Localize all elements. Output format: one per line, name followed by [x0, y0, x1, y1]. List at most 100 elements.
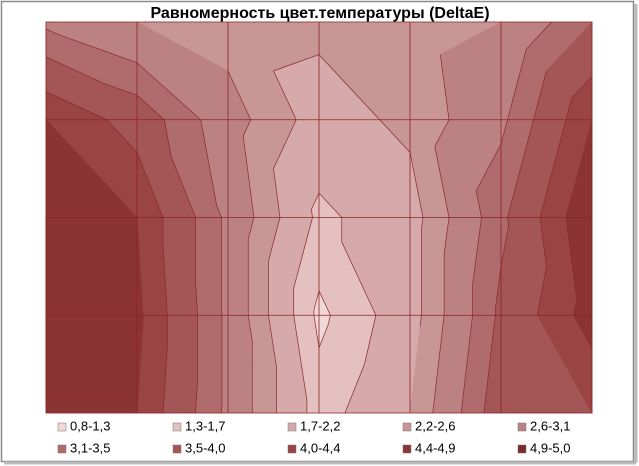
grid [45, 21, 593, 414]
contour-line [472, 217, 482, 285]
legend-label: 2,6-3,1 [530, 418, 570, 433]
contour-line [434, 146, 450, 218]
contour-line [57, 33, 138, 64]
contour-line [136, 152, 164, 218]
contour-line [565, 97, 573, 120]
contour-line [526, 21, 552, 50]
contour-line [500, 125, 507, 145]
contour-line [573, 298, 578, 316]
contour-line [268, 315, 277, 368]
contour-line [216, 205, 222, 218]
contour-line [507, 217, 509, 226]
legend-label: 3,1-3,5 [70, 440, 110, 455]
contour-line [106, 119, 138, 153]
contour-line [565, 195, 573, 218]
legend-swatch [517, 444, 527, 454]
contour-line [500, 225, 509, 267]
contour-line [136, 62, 201, 121]
contour-line [537, 266, 547, 316]
contour-line [485, 315, 496, 397]
contour-line [539, 173, 552, 218]
contour-line [419, 315, 422, 327]
contour-line [45, 28, 58, 35]
legend-swatch [287, 422, 297, 432]
contour-band [221, 314, 229, 414]
legend-label: 0,8-1,3 [70, 418, 110, 433]
contour-line [439, 315, 445, 348]
legend-swatch [402, 444, 412, 454]
contour-line [460, 374, 466, 414]
contour-line [432, 347, 441, 414]
contour-line [565, 217, 578, 300]
legend-label: 3,5-4,0 [185, 440, 225, 455]
legend-label: 1,7-2,2 [300, 418, 340, 433]
contour-line [318, 324, 329, 348]
contour-line [293, 315, 308, 401]
legend-swatch [57, 444, 67, 454]
contour-line [318, 54, 380, 120]
contour-line [136, 95, 165, 121]
legend-label: 1,3-1,7 [185, 418, 225, 433]
legend-swatch [402, 422, 412, 432]
contour-line [247, 217, 255, 240]
contour-line [409, 152, 424, 218]
contour-line [195, 280, 199, 316]
contour-line [364, 315, 377, 365]
contour-line [45, 91, 107, 121]
contour-line [318, 192, 343, 218]
contour-line [311, 192, 320, 210]
contour-band [409, 216, 422, 316]
contour-line [494, 266, 502, 310]
contour-line [311, 209, 313, 218]
contour-line [421, 217, 424, 230]
contour-line [313, 315, 320, 348]
contour-line [443, 217, 450, 255]
contour-line [242, 135, 255, 218]
legend-swatch [172, 444, 182, 454]
contour-line [313, 290, 320, 310]
legend-swatch [287, 444, 297, 454]
legend-swatch [517, 422, 527, 432]
legend-label: 2,2-2,6 [415, 418, 455, 433]
contour-line [434, 119, 450, 147]
legend-swatch [57, 422, 67, 432]
contour-line [170, 156, 196, 218]
contour-line [505, 119, 508, 126]
contour-line [507, 146, 527, 218]
contour-line [379, 119, 411, 153]
legend-label: 4,9-5,0 [530, 440, 570, 455]
contour-line [507, 49, 527, 120]
contour-line [475, 190, 482, 218]
contour-line [268, 217, 281, 262]
contour-line [525, 119, 534, 147]
contour-line [571, 76, 593, 99]
legend-label: 4,4-4,9 [415, 440, 455, 455]
contour-line [465, 315, 473, 376]
contour-line [439, 54, 450, 120]
plot-area [45, 21, 593, 415]
contour-line [227, 70, 252, 120]
contour-line [162, 347, 168, 414]
contour-line [273, 119, 297, 169]
contour-line [200, 119, 217, 206]
chart-title: Равномерность цвет.температуры (DeltaE) [150, 5, 489, 22]
contour-line [195, 380, 199, 414]
contour-line [341, 241, 377, 316]
contour-line [247, 315, 253, 342]
legend: 0,8-1,3 1,3-1,7 1,7-2,2 2,2-2,6 2,6-3,1 3,1-3… [57, 418, 570, 455]
contour-line [344, 363, 365, 414]
contour-line [539, 217, 547, 267]
contour-line [293, 217, 313, 289]
contour-line [102, 82, 138, 96]
contour-line [551, 119, 567, 175]
contour-band [221, 217, 229, 317]
contour-line [273, 70, 297, 120]
contour-line [483, 396, 487, 414]
contour-line [242, 119, 252, 137]
contour-line [45, 56, 104, 84]
contour-line [327, 315, 331, 326]
contour-line [273, 54, 320, 72]
legend-swatch [172, 422, 182, 432]
